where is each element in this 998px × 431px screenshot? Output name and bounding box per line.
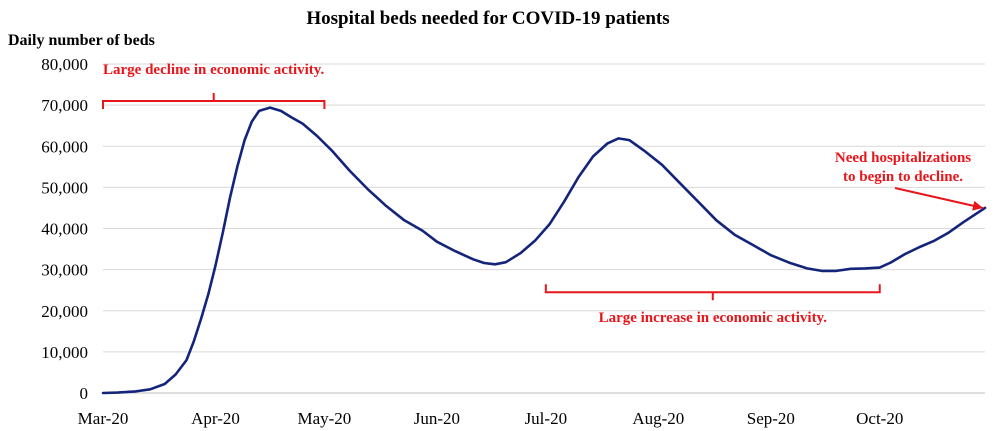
y-axis-ticks: 0 10,000 20,000 30,000 40,000 50,000 60,000 70,…: [41, 55, 88, 403]
arrow-line: [894, 187, 984, 209]
y-tick-label: 70,000: [41, 96, 88, 115]
y-tick-label: 0: [80, 384, 89, 403]
decline-note-line-2: to begin to decline.: [843, 169, 963, 185]
y-tick-label: 40,000: [41, 220, 88, 239]
arrow-head: [972, 200, 983, 211]
y-tick-label: 50,000: [41, 178, 88, 197]
decline-bracket: [102, 93, 326, 110]
series-group: [101, 106, 987, 395]
x-tick-label: Sep-20: [747, 409, 795, 428]
x-tick-label: Mar-20: [78, 409, 129, 428]
increase-annotation: Large increase in economic activity.: [599, 310, 828, 326]
annotations: Large decline in economic activity. Large…: [102, 62, 984, 326]
x-tick-label: Oct-20: [856, 409, 903, 428]
series-line: [101, 106, 987, 395]
x-tick-label: Jun-20: [414, 409, 460, 428]
y-tick-label: 80,000: [41, 55, 88, 74]
x-tick-label: Jul-20: [525, 409, 568, 428]
decline-annotation: Large decline in economic activity.: [103, 62, 324, 78]
x-axis-ticks: Mar-20 Apr-20 May-20 Jun-20 Jul-20 Aug-20 Sep-…: [78, 409, 904, 428]
y-tick-label: 30,000: [41, 261, 88, 280]
chart-title: Hospital beds needed for COVID-19 patien…: [306, 8, 669, 29]
y-tick-label: 60,000: [41, 137, 88, 156]
x-tick-label: Apr-20: [191, 409, 240, 428]
y-axis-label: Daily number of beds: [8, 32, 155, 49]
decline-note-line-1: Need hospitalizations: [835, 150, 971, 166]
gridlines: [103, 63, 985, 394]
y-tick-label: 10,000: [41, 343, 88, 362]
x-tick-label: May-20: [297, 409, 351, 428]
y-tick-label: 20,000: [41, 302, 88, 321]
x-tick-label: Aug-20: [632, 409, 684, 428]
increase-bracket: [544, 284, 881, 301]
